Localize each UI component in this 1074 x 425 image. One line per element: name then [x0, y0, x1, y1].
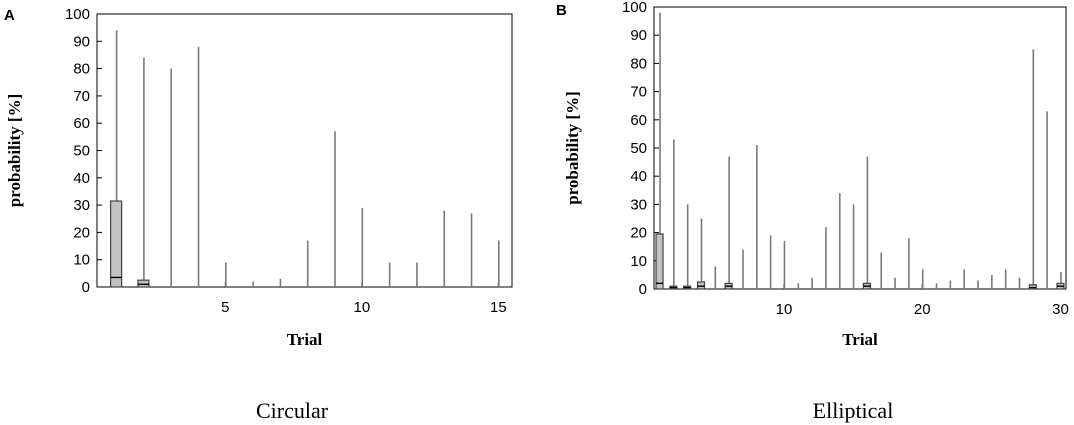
- data-box: [110, 200, 123, 288]
- y-tick-label: 60: [73, 115, 90, 132]
- y-tick-label: 0: [639, 281, 647, 298]
- y-axis-title: probability [%]: [563, 91, 582, 205]
- x-tick-label: 10: [353, 299, 370, 316]
- plot-frame: [96, 13, 513, 288]
- y-tick-label: 70: [73, 88, 90, 105]
- y-tick-label: 40: [630, 168, 647, 185]
- y-tick-label: 50: [630, 140, 647, 157]
- y-tick-label: 30: [630, 196, 647, 213]
- panel-caption: Circular: [256, 398, 329, 423]
- y-tick-label: 90: [630, 27, 647, 44]
- panel-caption: Elliptical: [813, 398, 894, 423]
- panel-b: B 0 10 20 30 40 50 60 70 80 90 100 10 20 30 Trial probab…: [556, 0, 1069, 423]
- x-axis-title: Trial: [842, 330, 878, 349]
- y-tick-label: 80: [73, 61, 90, 78]
- panel-a: A 0 10 20 30 40 50 60 70 80 90 100 5 10 15 Trial probabi…: [4, 6, 513, 423]
- y-tick-label: 10: [630, 253, 647, 270]
- x-tick-label: 5: [221, 299, 229, 316]
- y-tick-label: 20: [630, 225, 647, 242]
- data-box: [1028, 284, 1037, 290]
- y-tick-label: 100: [622, 0, 647, 16]
- x-tick-label: 10: [776, 301, 793, 318]
- y-tick-label: 90: [73, 33, 90, 50]
- y-tick-label: 30: [73, 197, 90, 214]
- y-tick-label: 70: [630, 84, 647, 101]
- panel-letter: B: [556, 2, 567, 19]
- data-box: [655, 233, 664, 290]
- y-tick-label: 10: [73, 252, 90, 269]
- x-tick-label: 15: [490, 299, 507, 316]
- panel-letter: A: [4, 7, 15, 24]
- y-axis-title: probability [%]: [5, 94, 24, 208]
- x-tick-label: 30: [1052, 301, 1069, 318]
- y-tick-label: 0: [82, 279, 90, 296]
- plot-frame: [653, 6, 1067, 290]
- y-tick-label: 50: [73, 143, 90, 160]
- data-box: [696, 281, 706, 290]
- x-tick-label: 20: [914, 301, 931, 318]
- y-tick-label: 60: [630, 112, 647, 129]
- y-tick-label: 100: [65, 6, 90, 23]
- x-axis-title: Trial: [287, 330, 323, 349]
- y-tick-label: 40: [73, 170, 90, 187]
- y-tick-label: 80: [630, 55, 647, 72]
- y-tick-label: 20: [73, 224, 90, 241]
